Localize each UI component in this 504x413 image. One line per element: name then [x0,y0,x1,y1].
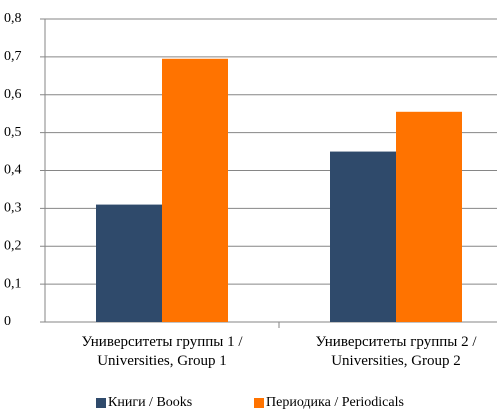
legend-swatch [254,398,264,408]
x-tick-label: Университеты группы 2 / Universities, Gr… [315,334,477,369]
y-tick-label: 0,4 [4,163,22,178]
y-tick-label: 0,8 [4,11,22,26]
x-tick-label: Университеты группы 1 / Universities, Gr… [81,334,243,369]
bar [96,204,162,322]
bar [162,58,228,323]
y-tick-label: 0,5 [4,125,22,140]
bar [330,151,396,322]
bar [396,111,462,322]
y-tick-label: 0,1 [4,276,22,291]
y-tick-label: 0 [4,314,11,329]
legend-label: Книги / Books [108,395,192,410]
legend-swatch [96,398,106,408]
y-tick-label: 0,6 [4,87,22,102]
y-tick-label: 0,3 [4,201,22,216]
y-tick-label: 0,7 [4,49,22,64]
legend-label: Периодика / Periodicals [266,395,404,410]
y-tick-label: 0,2 [4,238,22,253]
